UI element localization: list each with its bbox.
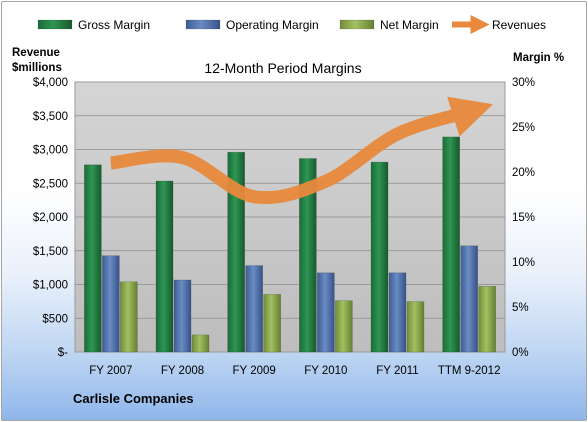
left-tick-label: $2,000 — [33, 212, 68, 224]
left-axis-title-line1: Revenue — [12, 47, 60, 59]
left-tick-label: $4,000 — [33, 77, 68, 89]
right-axis-ticks: 30% 25% 20% 15% 10% 5% 0% — [512, 77, 535, 359]
right-tick-label: 20% — [512, 167, 535, 179]
left-tick-label: $2,500 — [33, 178, 68, 190]
left-tick-label: $1,500 — [33, 246, 68, 258]
left-tick-label: $500 — [42, 313, 68, 325]
legend-label-operating-margin: Operating Margin — [226, 18, 319, 32]
x-axis-ticks: FY 2007 FY 2008 FY 2009 FY 2010 FY 2011 TTM 9… — [89, 365, 500, 377]
right-tick-label: 30% — [512, 77, 535, 89]
category-label: FY 2007 — [89, 365, 132, 377]
bar-gross-margin-fy-2010 — [299, 158, 317, 353]
bar-gross-margin-fy-2009 — [227, 151, 245, 353]
left-axis-ticks: $4,000 $3,500 $3,000 $2,500 $2,000 $1,500 $1,0… — [33, 77, 68, 359]
legend-swatch-operating-margin — [185, 19, 221, 30]
bar-operating-margin-fy-2007 — [102, 255, 120, 353]
legend-swatch-gross-margin — [37, 19, 73, 30]
left-tick-label: $3,500 — [33, 111, 68, 123]
legend: Gross Margin Operating Margin Net Margin Re… — [37, 14, 546, 35]
bar-operating-margin-ttm-9-2012 — [460, 245, 478, 353]
bar-gross-margin-fy-2008 — [155, 180, 174, 353]
bar-gross-margin-fy-2011 — [370, 161, 389, 353]
left-tick-label: $3,000 — [33, 145, 68, 157]
company-name: Carlisle Companies — [73, 391, 194, 406]
right-tick-label: 0% — [512, 347, 529, 359]
right-tick-label: 10% — [512, 257, 535, 269]
category-label: TTM 9-2012 — [438, 365, 501, 377]
left-tick-label: $- — [58, 347, 68, 359]
bar-operating-margin-fy-2010 — [317, 272, 335, 353]
right-tick-label: 15% — [512, 212, 535, 224]
left-tick-label: $1,000 — [33, 280, 68, 292]
bar-net-margin-fy-2007 — [120, 281, 138, 353]
chart-title: 12-Month Period Margins — [204, 60, 361, 76]
right-tick-label: 25% — [512, 122, 535, 134]
bar-operating-margin-fy-2009 — [245, 265, 263, 353]
right-tick-label: 5% — [512, 302, 529, 314]
bar-net-margin-fy-2010 — [335, 300, 353, 353]
bar-gross-margin-fy-2007 — [84, 164, 102, 353]
bar-operating-margin-fy-2008 — [173, 279, 192, 353]
bar-net-margin-ttm-9-2012 — [478, 285, 496, 353]
legend-swatch-net-margin — [339, 19, 375, 30]
bar-net-margin-fy-2011 — [406, 301, 425, 353]
legend-label-revenues: Revenues — [492, 18, 546, 32]
bar-series — [84, 136, 496, 353]
bar-net-margin-fy-2008 — [191, 334, 210, 353]
left-axis-title-line2: $millions — [12, 62, 62, 74]
bar-operating-margin-fy-2011 — [388, 272, 407, 353]
category-label: FY 2009 — [233, 365, 276, 377]
right-axis-title: Margin % — [513, 52, 564, 64]
bar-gross-margin-ttm-9-2012 — [442, 136, 460, 353]
bar-net-margin-fy-2009 — [263, 294, 281, 353]
legend-label-gross-margin: Gross Margin — [78, 18, 150, 32]
category-label: FY 2008 — [161, 365, 204, 377]
legend-label-net-margin: Net Margin — [380, 18, 439, 32]
category-label: FY 2010 — [304, 365, 347, 377]
gridlines — [75, 115, 505, 319]
category-label: FY 2011 — [376, 365, 418, 377]
line-revenues — [110, 96, 494, 205]
revenue-line — [110, 96, 494, 205]
